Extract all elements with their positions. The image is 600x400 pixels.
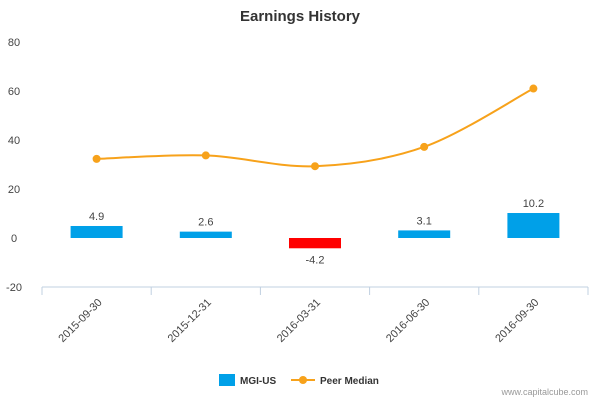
y-tick-label: 80 <box>8 37 20 49</box>
bar[interactable] <box>70 225 123 238</box>
peer-median-line <box>96 87 534 168</box>
peer-median-point[interactable] <box>420 142 429 151</box>
bar-data-label: -4.2 <box>306 254 325 266</box>
bar-data-label: 2.6 <box>198 217 213 229</box>
bar-data-label: 3.1 <box>417 215 432 227</box>
y-tick-label: 0 <box>11 233 17 245</box>
legend-swatch-mgi-us <box>219 374 235 386</box>
legend-label-peer-median: Peer Median <box>320 376 379 387</box>
bar-data-label: 10.2 <box>523 198 544 210</box>
y-tick-label: -20 <box>6 282 22 294</box>
y-tick-label: 20 <box>8 184 20 196</box>
peer-median-point[interactable] <box>201 151 210 160</box>
x-tick-label: 2016-06-30 <box>384 297 432 345</box>
bar[interactable] <box>398 230 451 238</box>
axes: -20 0 20 40 60 80 2015-09-30 2015-12-31 2016-03-… <box>6 37 589 345</box>
y-tick-label: 60 <box>8 86 20 98</box>
x-tick-label: 2015-12-31 <box>166 297 214 345</box>
y-tick-label: 40 <box>8 135 20 147</box>
x-tick-label: 2015-09-30 <box>56 297 104 345</box>
legend-label-mgi-us: MGI-US <box>240 376 276 387</box>
bar-series <box>70 213 560 249</box>
legend[interactable]: MGI-US Peer Median <box>219 374 379 387</box>
peer-median-point[interactable] <box>529 84 538 93</box>
chart-title: Earnings History <box>240 8 361 25</box>
bar[interactable] <box>179 231 232 238</box>
peer-median-point[interactable] <box>92 154 101 163</box>
data-labels: 4.9 2.6 -4.2 3.1 10.2 <box>89 198 544 266</box>
bar[interactable] <box>289 238 341 249</box>
x-tick-label: 2016-09-30 <box>493 297 541 345</box>
legend-swatch-peer-median-marker <box>299 376 307 384</box>
bar-data-label: 4.9 <box>89 211 104 223</box>
x-tick-label: 2016-03-31 <box>275 297 323 345</box>
bar[interactable] <box>507 213 560 238</box>
line-series <box>92 84 538 171</box>
peer-median-point[interactable] <box>311 162 319 171</box>
source-credit: www.capitalcube.com <box>500 387 588 397</box>
